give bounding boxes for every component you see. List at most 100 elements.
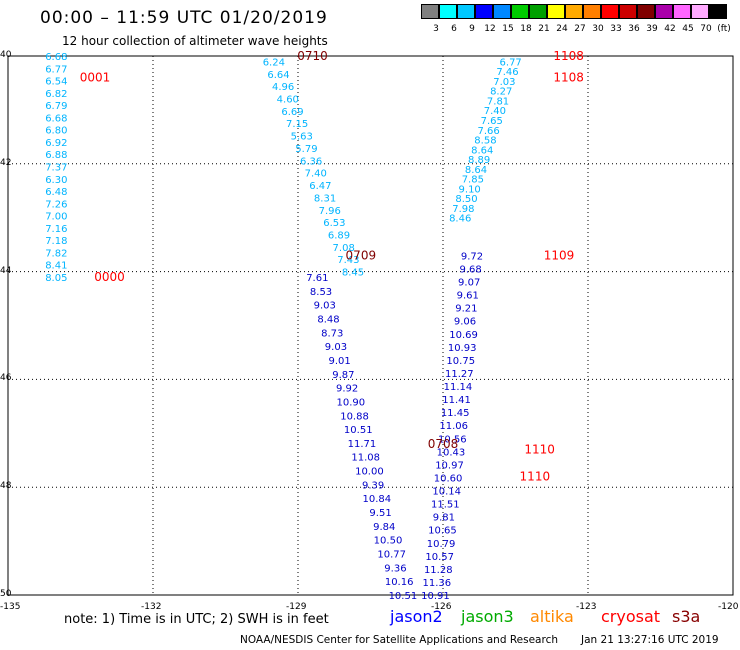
chart-subtitle: 12 hour collection of altimeter wave hei… <box>62 34 328 48</box>
wave-height-value: 7.03 <box>493 77 515 88</box>
pass-time-label: 1110 <box>520 469 551 483</box>
wave-height-value: 7.18 <box>45 236 67 247</box>
legend-swatch <box>565 4 583 19</box>
legend-swatch <box>691 4 709 19</box>
legend-label: 33 <box>610 24 622 34</box>
pass-time-label: 1108 <box>553 49 584 63</box>
wave-height-value: 7.66 <box>477 126 499 137</box>
legend-label: 12 <box>484 24 496 34</box>
wave-height-value: 10.90 <box>336 397 365 408</box>
satellite-cryosat: cryosat <box>601 607 661 626</box>
wave-height-value: 8.41 <box>45 261 67 272</box>
wave-height-value: 9.81 <box>433 513 455 524</box>
wave-height-value: 8.53 <box>310 287 332 298</box>
pass-time-label: 1110 <box>524 442 555 456</box>
wave-height-value: 4.60 <box>277 94 299 105</box>
wave-height-value: 10.77 <box>377 550 406 561</box>
wave-height-value: 10.60 <box>434 473 463 484</box>
wave-height-value: 7.81 <box>487 96 509 107</box>
lat-tick-label: 40 <box>0 50 12 60</box>
wave-height-value: 10.91 <box>421 591 450 602</box>
wave-height-value: 8.31 <box>314 193 336 204</box>
legend-swatch <box>421 4 439 19</box>
wave-height-value: 10.88 <box>340 411 369 422</box>
wave-height-value: 7.26 <box>45 199 67 210</box>
wave-height-value: 9.01 <box>329 356 351 367</box>
wave-height-value: 9.03 <box>325 342 347 353</box>
wave-height-value: 10.16 <box>385 577 414 588</box>
wave-height-value: 8.89 <box>468 155 490 166</box>
wave-height-value: 6.80 <box>45 126 67 137</box>
wave-height-value: 10.97 <box>435 460 464 471</box>
legend-swatch <box>709 4 727 19</box>
wave-height-value: 11.27 <box>445 369 474 380</box>
wave-height-value: 6.64 <box>267 70 289 81</box>
satellite-altika: altika <box>530 607 574 626</box>
pass-time-label: 0000 <box>94 270 125 284</box>
legend-label: 70 <box>700 24 712 34</box>
wave-height-value: 8.64 <box>465 165 487 176</box>
wave-height-value: 10.51 <box>344 425 373 436</box>
wave-height-value: 9.10 <box>459 184 481 195</box>
lat-tick-label: 50 <box>0 589 12 599</box>
wave-height-value: 10.43 <box>437 447 466 458</box>
wave-height-value: 6.82 <box>45 89 67 100</box>
legend-label: 39 <box>646 24 658 34</box>
legend-swatch <box>583 4 601 19</box>
wave-height-value: 7.98 <box>452 204 474 215</box>
pass-time-label: 0001 <box>80 71 111 85</box>
lon-tick-label: -132 <box>141 602 162 612</box>
wave-height-value: 7.85 <box>462 175 484 186</box>
lon-tick-label: -126 <box>431 602 452 612</box>
wave-height-value: 9.21 <box>455 304 477 315</box>
wave-height-value: 10.69 <box>449 330 478 341</box>
lon-tick-label: -120 <box>718 602 739 612</box>
wave-height-value: 6.54 <box>45 77 67 88</box>
pass-time-label: 0708 <box>428 437 459 451</box>
legend-swatch <box>457 4 475 19</box>
wave-height-value: 6.88 <box>45 150 67 161</box>
wave-height-value: 6.92 <box>45 138 67 149</box>
wave-height-value: 6.89 <box>328 231 350 242</box>
legend-swatch <box>493 4 511 19</box>
wave-height-value: 6.79 <box>45 101 67 112</box>
wave-height-value: 9.06 <box>454 317 476 328</box>
legend-swatch <box>637 4 655 19</box>
wave-height-value: 8.46 <box>449 214 471 225</box>
wave-height-value: 6.36 <box>300 156 322 167</box>
wave-height-value: 8.64 <box>471 145 493 156</box>
legend-label: 27 <box>574 24 586 34</box>
wave-height-value: 6.48 <box>45 187 67 198</box>
wave-height-value: 4.96 <box>272 82 294 93</box>
wave-height-value: 7.40 <box>305 169 327 180</box>
wave-height-value: 6.53 <box>323 218 345 229</box>
wave-height-value: 10.14 <box>432 487 461 498</box>
wave-height-value: 7.16 <box>45 224 67 235</box>
wave-height-value: 9.36 <box>384 563 406 574</box>
footer-note: note: 1) Time is in UTC; 2) SWH is in fe… <box>64 612 329 627</box>
wave-height-value: 10.50 <box>374 536 403 547</box>
wave-height-value: 8.05 <box>45 273 67 284</box>
lat-tick-label: 42 <box>0 157 12 168</box>
wave-height-value: 9.07 <box>458 278 480 289</box>
wave-height-value: 11.45 <box>441 408 470 419</box>
wave-height-value: 11.36 <box>423 578 452 589</box>
legend-label: 24 <box>556 24 568 34</box>
wave-height-value: 10.75 <box>446 356 475 367</box>
wave-height-value: 6.68 <box>45 113 67 124</box>
wave-height-value: 6.24 <box>263 57 285 68</box>
wave-height-value: 7.00 <box>45 212 67 223</box>
wave-height-value: 10.57 <box>425 552 454 563</box>
wave-height-value: 11.14 <box>444 382 473 393</box>
map-frame <box>7 55 734 596</box>
legend-label: 21 <box>538 24 550 34</box>
legend-label: 30 <box>592 24 604 34</box>
wave-height-value: 7.15 <box>286 119 308 130</box>
wave-height-value: 9.51 <box>369 508 391 519</box>
wave-height-value: 10.79 <box>427 539 456 550</box>
wave-height-value: 9.87 <box>332 370 354 381</box>
pass-time-label: 1108 <box>553 71 584 85</box>
satellite-jason3: jason3 <box>461 607 514 626</box>
credit-line: NOAA/NESDIS Center for Satellite Applica… <box>240 634 558 646</box>
legend-swatch <box>601 4 619 19</box>
